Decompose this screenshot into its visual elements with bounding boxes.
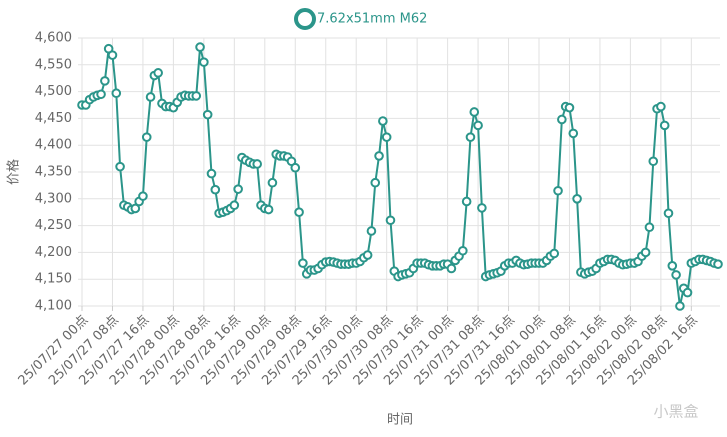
point <box>656 101 666 112</box>
point <box>233 184 243 194</box>
point <box>458 245 468 256</box>
point <box>115 161 125 172</box>
point <box>290 162 301 173</box>
point <box>659 120 670 131</box>
point <box>477 203 487 213</box>
point <box>385 215 396 226</box>
point <box>138 191 148 201</box>
point <box>145 92 156 102</box>
point <box>446 263 457 274</box>
point <box>549 248 560 259</box>
y-axis-title: 价格 <box>6 159 22 185</box>
y-tick-label: 4,300 <box>35 191 72 206</box>
point <box>252 159 262 169</box>
y-tick-label: 4,500 <box>35 84 72 99</box>
point <box>667 261 678 271</box>
point <box>572 194 582 204</box>
point <box>370 177 381 188</box>
y-tick-label: 4,450 <box>35 111 72 126</box>
point <box>362 250 373 260</box>
y-tick-label: 4,600 <box>35 31 72 46</box>
y-tick-label: 4,200 <box>35 245 72 260</box>
point <box>557 114 567 125</box>
point <box>568 128 579 139</box>
y-tick-label: 4,400 <box>35 138 72 153</box>
point <box>374 151 384 161</box>
point <box>210 184 221 195</box>
point <box>671 270 681 280</box>
y-tick-label: 4,550 <box>35 57 72 72</box>
point <box>107 50 118 60</box>
point <box>267 177 278 188</box>
point <box>263 204 274 215</box>
point <box>298 258 308 268</box>
point <box>191 91 202 101</box>
point <box>199 57 209 67</box>
point <box>229 200 240 211</box>
y-tick-label: 4,100 <box>35 299 72 314</box>
point <box>663 208 674 219</box>
point <box>465 132 476 142</box>
point <box>469 107 480 117</box>
point <box>644 222 655 233</box>
point <box>640 247 651 258</box>
point <box>294 207 304 217</box>
point <box>100 76 110 86</box>
legend-marker[interactable] <box>294 8 316 30</box>
point <box>461 196 472 207</box>
watermark: 小黑盒 <box>653 403 698 421</box>
point <box>153 68 163 78</box>
point <box>195 42 205 52</box>
point <box>202 109 213 120</box>
point <box>130 203 141 214</box>
legend-label[interactable]: 7.62x51mm M62 <box>317 12 427 27</box>
y-tick-label: 4,350 <box>35 165 72 180</box>
point <box>381 132 392 142</box>
point <box>206 168 217 179</box>
point <box>96 89 106 100</box>
y-tick-label: 4,250 <box>35 218 72 233</box>
point <box>378 116 388 126</box>
x-axis-title: 时间 <box>387 413 413 428</box>
point <box>111 88 122 99</box>
point <box>553 185 563 196</box>
point <box>713 259 723 269</box>
point <box>682 287 693 298</box>
point <box>675 301 685 311</box>
y-tick-label: 4,150 <box>35 272 72 287</box>
point <box>141 132 152 142</box>
point <box>366 226 377 236</box>
point <box>648 156 659 167</box>
point <box>473 120 483 131</box>
point <box>564 102 575 113</box>
